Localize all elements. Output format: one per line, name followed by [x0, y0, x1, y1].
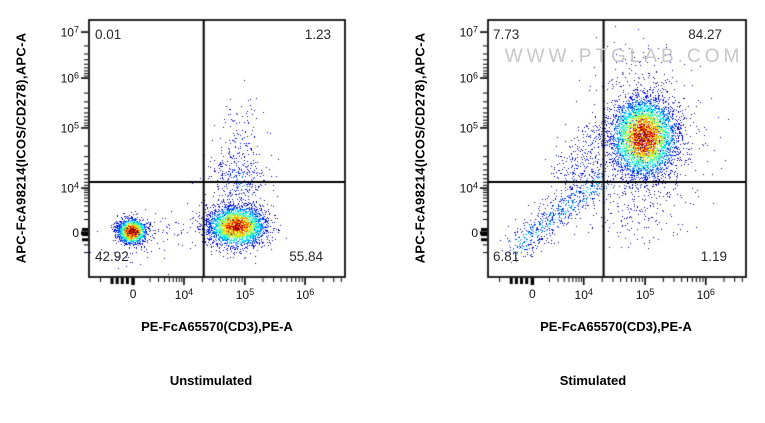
x-tick-label: 105 [235, 287, 255, 302]
quadrant-stat-bottom-right: 1.19 [700, 249, 727, 264]
y-tick-label: 0 [72, 226, 79, 241]
x-tick-label: 105 [635, 287, 655, 302]
x-axis-label: PE-FcA65570(CD3),PE-A [540, 319, 692, 334]
y-tick-label: 105 [60, 120, 79, 136]
x-tick-label: 0 [129, 287, 137, 301]
quadrant-stat-bottom-right: 55.84 [289, 249, 323, 264]
quadrant-stat-bottom-left: 42.92 [95, 249, 129, 264]
y-tick-label: 104 [60, 180, 79, 196]
ptglab-watermark: WWW.PTGLAB.COM [504, 46, 744, 67]
y-tick-label: 105 [459, 120, 478, 136]
y-tick-label: 0 [471, 226, 478, 241]
panel-title: Stimulated [559, 373, 627, 388]
y-tick-label: 107 [60, 24, 79, 40]
y-tick-label: 106 [459, 70, 478, 86]
y-tick-label: 107 [459, 24, 478, 40]
quadrant-stat-top-right: 84.27 [688, 27, 722, 42]
y-axis-label: APC-FcA98214(ICOS/CD278),APC-A [412, 32, 428, 264]
x-axis-label: PE-FcA65570(CD3),PE-A [141, 319, 293, 334]
x-tick-label: 104 [574, 287, 593, 302]
y-tick-label: 106 [60, 70, 79, 86]
x-tick-label: 106 [696, 287, 715, 302]
y-tick-label: 104 [459, 180, 478, 196]
x-tick-label: 104 [174, 287, 194, 302]
x-tick-label: 106 [295, 287, 315, 302]
quadrant-stat-top-left: 7.73 [493, 27, 520, 42]
x-tick-label: 0 [529, 287, 536, 301]
y-axis-label: APC-FcA98214(ICOS/CD278),APC-A [13, 32, 29, 264]
quadrant-stat-bottom-left: 6.81 [493, 249, 520, 264]
quadrant-stat-top-right: 1.23 [304, 27, 331, 42]
panel-title: Unstimulated [169, 373, 253, 388]
quadrant-stat-top-left: 0.01 [95, 27, 122, 42]
